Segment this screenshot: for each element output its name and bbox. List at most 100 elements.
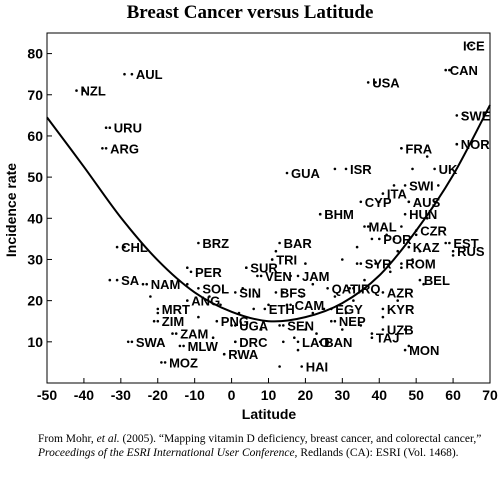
data-point <box>455 114 459 117</box>
data-point <box>197 287 200 290</box>
data-point <box>400 266 403 270</box>
point-label: SEN <box>287 318 314 333</box>
x-tick-label: -20 <box>148 387 168 403</box>
point-label: SWI <box>409 178 434 193</box>
data-point <box>451 254 455 257</box>
data-point <box>414 233 418 237</box>
data-point <box>263 307 267 311</box>
point-label: SIN <box>239 285 261 300</box>
data-point <box>344 167 348 171</box>
data-point <box>296 348 300 352</box>
data-point <box>282 340 285 344</box>
point-label: SWE <box>461 108 491 123</box>
data-point <box>363 225 366 228</box>
point-label: ROM <box>405 257 435 272</box>
data-point <box>186 266 189 270</box>
y-tick-label: 80 <box>27 46 43 62</box>
data-point <box>341 328 344 331</box>
x-tick-label: 50 <box>408 387 424 403</box>
point-label: EST <box>453 236 478 251</box>
data-point <box>396 249 400 253</box>
data-point <box>274 291 278 294</box>
data-point <box>466 44 470 47</box>
point-label: UZB <box>387 323 414 338</box>
data-point <box>407 245 411 249</box>
data-point <box>348 287 352 290</box>
scatter-chart: 10 20 30 40 50 60 70 80 -50 -40 -30 -20 -10 0 10 20 30 4… <box>3 32 498 422</box>
citation-proceedings: Proceedings of the ESRI International Us… <box>38 447 298 459</box>
data-point <box>215 319 219 323</box>
data-point <box>182 344 185 348</box>
data-point <box>156 311 160 315</box>
data-point <box>422 282 425 286</box>
point-label: BFS <box>280 285 306 300</box>
data-point <box>403 348 407 352</box>
y-axis-title: Incidence rate <box>3 163 19 257</box>
point-label: BRZ <box>202 236 229 251</box>
data-point <box>359 262 363 265</box>
data-point <box>352 299 355 302</box>
data-point <box>433 167 436 171</box>
point-label: BAR <box>284 236 313 251</box>
point-label: BAN <box>324 335 352 350</box>
point-label: BHM <box>324 207 354 222</box>
data-point <box>152 319 156 323</box>
data-point <box>370 332 374 335</box>
point-label: CHL <box>121 240 148 255</box>
data-point <box>370 237 374 241</box>
y-tick-label: 10 <box>27 334 43 350</box>
data-point <box>270 258 274 261</box>
data-point <box>370 336 374 340</box>
data-point <box>462 114 466 117</box>
data-point <box>252 307 255 311</box>
data-point <box>414 229 418 232</box>
data-point <box>156 307 160 311</box>
point-label: TRI <box>276 253 297 268</box>
point-label: MAL <box>369 220 397 235</box>
data-point <box>130 72 134 76</box>
data-point <box>82 89 86 92</box>
point-label: USA <box>372 75 400 90</box>
data-point <box>304 262 307 265</box>
point-label: MOZ <box>169 355 198 370</box>
data-point <box>374 262 377 265</box>
data-point <box>289 303 292 307</box>
data-point <box>141 282 145 286</box>
data-point <box>123 72 126 76</box>
data-point <box>318 340 322 344</box>
data-point <box>330 319 333 323</box>
point-label: ZAM <box>180 327 208 342</box>
x-tick-label: 10 <box>261 387 277 403</box>
data-point <box>156 319 160 323</box>
data-point <box>381 328 385 331</box>
point-label: ARG <box>110 141 139 156</box>
point-label: ETH <box>269 302 295 317</box>
data-point <box>278 324 281 327</box>
point-label: AZR <box>387 285 414 300</box>
data-point <box>355 245 359 249</box>
data-point <box>186 299 189 302</box>
data-point <box>400 262 403 265</box>
point-label: AUL <box>136 67 163 82</box>
data-point <box>400 225 403 228</box>
data-point <box>425 217 429 220</box>
point-label: RUS <box>457 244 485 259</box>
data-point <box>341 258 344 261</box>
point-label: FRA <box>405 141 432 156</box>
data-point <box>296 340 300 344</box>
data-point <box>197 241 200 245</box>
data-point <box>126 340 130 344</box>
data-point <box>104 126 108 129</box>
data-point <box>178 344 182 348</box>
data-point <box>75 89 78 92</box>
data-point <box>326 340 329 344</box>
data-point <box>108 126 112 129</box>
data-point <box>378 237 381 241</box>
point-label: IRQ <box>357 281 380 296</box>
data-point <box>381 291 385 294</box>
data-point <box>304 328 307 331</box>
data-point <box>333 319 337 323</box>
point-label: SA <box>121 273 140 288</box>
x-axis-title: Latitude <box>242 406 297 422</box>
data-point <box>256 274 259 278</box>
